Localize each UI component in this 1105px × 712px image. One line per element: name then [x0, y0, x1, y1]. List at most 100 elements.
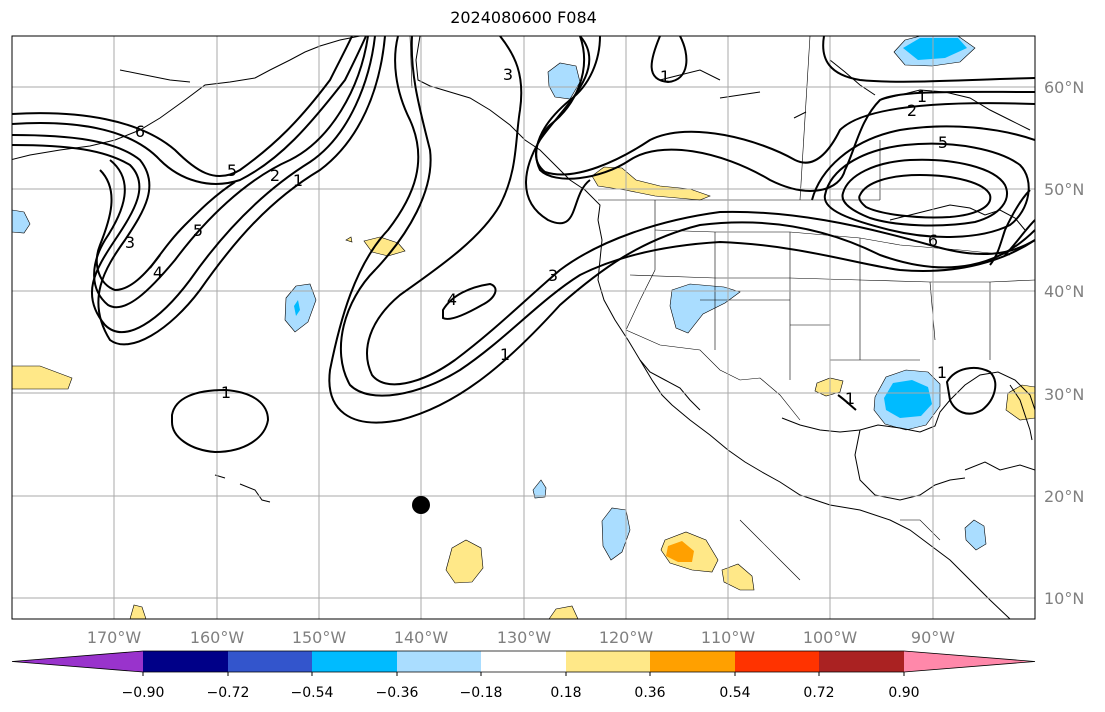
colorbar-segment — [312, 651, 397, 672]
contour-label: 1 — [500, 345, 510, 364]
lat-label: 50°N — [1044, 180, 1084, 199]
lon-label: 150°W — [292, 628, 347, 647]
contour-line — [822, 36, 1035, 83]
negative-anomaly-region — [12, 209, 31, 234]
colorbar-segment — [566, 651, 650, 672]
colorbar-segment — [735, 651, 819, 672]
negative-anomaly-strong-region — [294, 300, 300, 316]
positive-anomaly-region — [721, 563, 755, 591]
positive-anomaly-region — [12, 365, 73, 390]
contour-label: 1 — [293, 171, 303, 190]
lon-label: 120°W — [599, 628, 654, 647]
contour-line — [93, 36, 369, 309]
contour-lines — [12, 36, 1035, 454]
colorbar-tick-label: 0.72 — [803, 685, 834, 701]
lon-label: 110°W — [701, 628, 756, 647]
positive-anomaly-region — [129, 604, 147, 619]
storm-position-marker — [412, 496, 430, 514]
contour-label: 1 — [221, 383, 231, 402]
colorbar-tick-label: −0.18 — [460, 685, 503, 701]
political-borders — [409, 36, 1035, 581]
contour-label: 3 — [548, 266, 558, 285]
plot-frame — [11, 35, 1036, 620]
negative-anomaly-region — [964, 519, 987, 551]
contour-label: 1 — [937, 363, 947, 382]
lon-label: 140°W — [394, 628, 449, 647]
contour-label: 5 — [938, 133, 948, 152]
contour-line — [95, 169, 161, 292]
contour-line — [823, 142, 1030, 238]
colorbar-extend-min — [12, 651, 143, 672]
contour-line — [366, 36, 1035, 386]
contour-label: 1 — [845, 389, 855, 408]
contour-line — [442, 282, 497, 320]
colorbar-segment — [143, 651, 228, 672]
contour-line — [12, 36, 353, 178]
contour-line — [12, 36, 367, 185]
contour-line — [535, 36, 1035, 192]
colorbar-tick-label: 0.90 — [888, 685, 919, 701]
positive-anomaly-region — [445, 539, 484, 584]
anomaly-fills — [12, 36, 1035, 619]
contour-label: 1 — [660, 67, 670, 86]
lon-label: 90°W — [911, 628, 955, 647]
negative-anomaly-region — [532, 479, 547, 499]
negative-anomaly-region — [284, 283, 317, 333]
contour-label: 5 — [227, 161, 237, 180]
contour-label: 4 — [153, 263, 163, 282]
colorbar-segment — [481, 651, 566, 672]
colorbar-segment — [397, 651, 481, 672]
contour-label: 5 — [193, 221, 203, 240]
contour-label: 2 — [270, 166, 280, 185]
contour-line — [811, 125, 1035, 201]
lat-label: 30°N — [1044, 385, 1084, 404]
positive-anomaly-region — [591, 166, 711, 201]
contour-line — [171, 388, 270, 454]
contour-line — [837, 394, 857, 411]
contour-label: 2 — [907, 101, 917, 120]
contour-label: 3 — [503, 65, 513, 84]
lon-label: 130°W — [497, 628, 552, 647]
lat-label: 40°N — [1044, 282, 1084, 301]
contour-line — [12, 36, 376, 334]
contour-line — [1004, 219, 1035, 256]
positive-anomaly-region — [548, 605, 579, 619]
contour-line — [12, 36, 386, 346]
lat-label: 20°N — [1044, 487, 1084, 506]
colorbar-tick-labels: −0.90 −0.72 −0.54 −0.36 −0.18 0.18 0.36 … — [122, 685, 920, 701]
contour-line — [339, 36, 1035, 397]
colorbar-tick-label: 0.54 — [719, 685, 750, 701]
colorbar-tick-label: −0.90 — [122, 685, 165, 701]
latitude-labels: 60°N 50°N 40°N 30°N 20°N 10°N — [1044, 78, 1084, 608]
map-title: 2024080600 F084 — [450, 8, 597, 27]
colorbar-tick-label: −0.54 — [291, 685, 334, 701]
contour-label: 6 — [135, 122, 145, 141]
negative-anomaly-strong-region — [884, 380, 932, 418]
contour-line — [525, 36, 591, 225]
contour-line — [149, 181, 236, 269]
negative-anomaly-strong-region — [903, 38, 967, 60]
lat-label: 10°N — [1044, 589, 1084, 608]
lat-label: 60°N — [1044, 78, 1084, 97]
contour-label: 4 — [447, 290, 457, 309]
contour-line — [841, 158, 1008, 227]
contour-labels: 6 5 2 1 3 4 5 3 4 3 1 1 1 2 5 6 1 1 1 — [125, 65, 948, 408]
contour-line — [328, 36, 1035, 424]
negative-anomaly-region — [547, 62, 581, 100]
contour-line — [945, 366, 997, 415]
contour-line — [858, 173, 992, 219]
lon-label: 170°W — [87, 628, 142, 647]
colorbar-segment — [819, 651, 904, 672]
lon-label: 160°W — [190, 628, 245, 647]
colorbar-tick-label: 0.36 — [634, 685, 665, 701]
contour-line — [650, 36, 688, 84]
colorbar-tick-label: −0.72 — [207, 685, 250, 701]
colorbar-extend-max — [904, 651, 1035, 672]
lon-label: 100°W — [803, 628, 858, 647]
contour-label: 1 — [917, 87, 927, 106]
graticule — [12, 36, 1035, 619]
contour-label: 6 — [928, 231, 938, 250]
negative-anomaly-region — [669, 283, 741, 334]
positive-anomaly-strong-region — [666, 541, 694, 562]
